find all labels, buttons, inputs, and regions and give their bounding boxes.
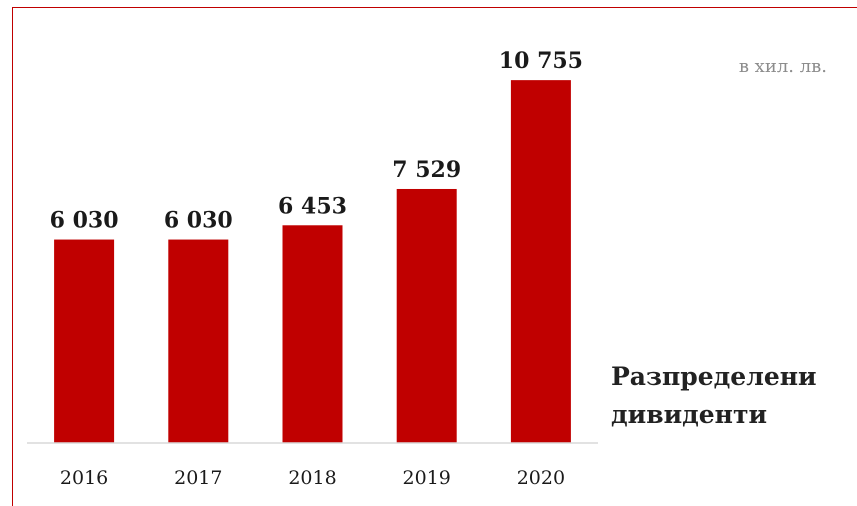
bar-2019: [396, 188, 457, 443]
value-label-2017: 6 030: [164, 208, 233, 234]
bar-2017: [168, 239, 229, 443]
x-tick-2020: 2020: [517, 467, 565, 489]
bars-layer: [54, 80, 571, 443]
value-label-2020: 10 755: [499, 48, 583, 74]
bar-2020: [510, 80, 571, 443]
x-tick-2016: 2016: [60, 467, 108, 489]
caption-line-1: Разпределени: [611, 362, 817, 391]
chart-caption: Разпределени дивиденти: [611, 358, 817, 434]
tick-labels-layer: 2016 2017 2018 2019 2020: [60, 467, 565, 489]
x-tick-2019: 2019: [403, 467, 451, 489]
caption-line-2: дивиденти: [611, 400, 768, 429]
value-label-2018: 6 453: [278, 193, 347, 219]
x-tick-2018: 2018: [288, 467, 336, 489]
bar-2018: [282, 225, 343, 443]
value-labels-layer: 6 030 6 030 6 453 7 529 10 755: [50, 48, 583, 233]
frame-left-border: [12, 7, 13, 506]
x-tick-2017: 2017: [174, 467, 222, 489]
value-label-2016: 6 030: [50, 208, 119, 234]
value-label-2019: 7 529: [392, 157, 461, 183]
unit-label: в хил. лв.: [738, 56, 827, 77]
bar-2016: [54, 239, 115, 443]
frame-top-border: [12, 7, 857, 8]
